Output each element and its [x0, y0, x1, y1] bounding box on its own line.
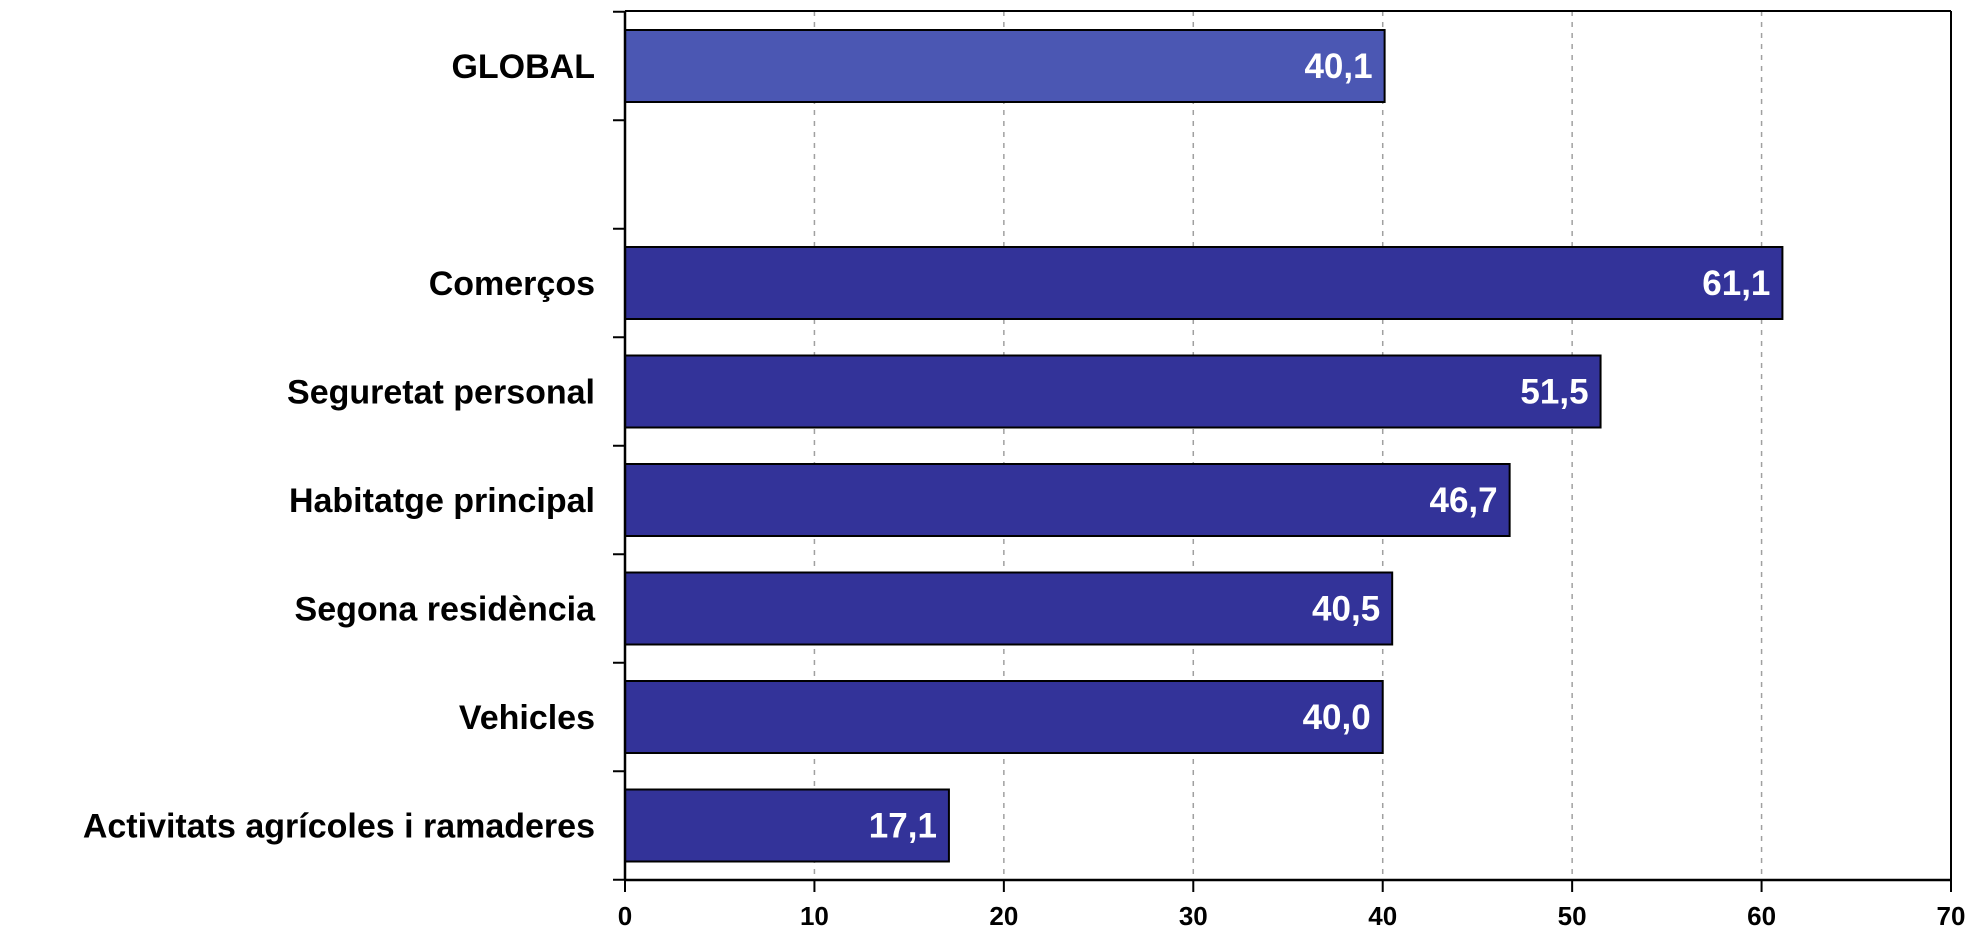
category-label: GLOBAL [451, 48, 595, 86]
bar [624, 29, 1386, 103]
data-label: 46,7 [1430, 481, 1498, 520]
x-tick-labels: 0 10 20 30 40 50 60 70 [618, 901, 1966, 931]
category-label: Seguretat personal [287, 374, 595, 412]
grid-lines [813, 11, 1763, 880]
data-label: 40,0 [1303, 698, 1371, 737]
x-tick-label: 0 [618, 901, 632, 931]
category-label: Vehicles [459, 699, 595, 737]
bar [624, 571, 1394, 646]
category-label: Segona residència [295, 591, 597, 629]
x-tick-label: 50 [1558, 901, 1587, 931]
x-tick-label: 40 [1368, 901, 1397, 931]
data-label: 40,1 [1304, 47, 1372, 86]
x-tick-label: 20 [989, 901, 1018, 931]
data-label: 51,5 [1520, 373, 1588, 412]
category-label: Activitats agrícoles i ramaderes [83, 808, 595, 846]
bars: 40,1 61,1 51,5 46,7 40,5 40,0 17,1 [624, 29, 1784, 863]
bar [624, 680, 1384, 754]
x-tick-label: 60 [1747, 901, 1776, 931]
data-label: 40,5 [1312, 590, 1380, 629]
bar [624, 354, 1602, 429]
x-tick-label: 10 [800, 901, 829, 931]
data-label: 61,1 [1702, 264, 1770, 303]
data-label: 17,1 [869, 807, 937, 846]
x-tick-label: 30 [1179, 901, 1208, 931]
bar [624, 463, 1511, 537]
category-labels: GLOBAL Comerços Seguretat personal Habitatg… [83, 48, 596, 846]
category-label: Habitatge principal [289, 482, 595, 520]
x-tick-label: 70 [1937, 901, 1966, 931]
category-label: Comerços [429, 265, 595, 303]
bar [624, 246, 1784, 320]
axes [613, 10, 1952, 892]
